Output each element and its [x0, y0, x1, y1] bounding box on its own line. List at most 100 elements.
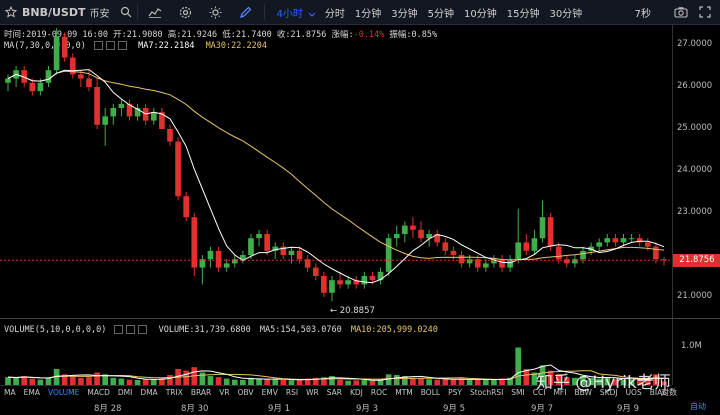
candle	[377, 267, 384, 285]
chart-type-icon[interactable]	[144, 0, 166, 24]
indicator-tab[interactable]: TRIX	[165, 388, 183, 397]
price-axis[interactable]: 27.0000 26.0000 25.0000 24.0000 23.0000 21.00…	[672, 24, 720, 318]
indicator-tab[interactable]: MA	[4, 388, 16, 397]
volume-bar	[248, 377, 254, 385]
camera-icon[interactable]	[670, 0, 692, 24]
indicator-tab[interactable]: CCI	[532, 388, 546, 397]
price-tick-label: 26.0000	[677, 81, 713, 91]
auto-scale-button[interactable]: 自动	[690, 402, 706, 411]
ma30-line	[7, 70, 665, 261]
candle	[296, 246, 303, 264]
legend-settings[interactable]	[106, 41, 116, 50]
candle	[385, 234, 392, 276]
search-icon[interactable]	[115, 0, 137, 24]
log-scale-button[interactable]: 对数	[661, 388, 677, 397]
indicator-tab[interactable]: BOLL	[420, 388, 441, 397]
candle	[94, 78, 100, 129]
indicator-tab[interactable]: RSI	[285, 388, 299, 397]
volume-bar	[126, 379, 133, 385]
indicator-tab[interactable]: SAR	[326, 388, 342, 397]
ohlc-info: 时间:2019-09-09 16:00 开:21.9080 高:21.9246 …	[4, 28, 437, 40]
interval-tab[interactable]: 5分钟	[427, 8, 454, 20]
indicator-tab[interactable]: BRAR	[190, 388, 212, 397]
interval-tab[interactable]: 30分钟	[549, 8, 583, 20]
candle	[264, 229, 270, 255]
x-tick-label: 9月 7	[531, 404, 554, 414]
volume-bar	[5, 377, 11, 385]
candle	[636, 234, 643, 247]
indicator-tab[interactable]: MFI	[553, 388, 567, 397]
volume-bar	[29, 378, 36, 385]
volume-bar	[304, 378, 311, 385]
volume-bar	[264, 379, 270, 385]
star-icon[interactable]	[0, 0, 22, 24]
theme-sun-icon[interactable]	[204, 0, 226, 24]
indicator-tab[interactable]: PSY	[448, 388, 462, 397]
volume-bar	[458, 378, 465, 385]
change-value: -0.14%	[353, 30, 385, 40]
pane-divider[interactable]	[0, 318, 720, 319]
indicator-tab[interactable]: VR	[219, 388, 230, 397]
chevron-down-icon[interactable]	[308, 3, 316, 22]
candle	[280, 242, 287, 260]
indicator-tab[interactable]: EMA	[23, 388, 40, 397]
indicator-tab[interactable]: StochRSI	[469, 388, 504, 397]
low-label: 低:	[222, 30, 236, 40]
volume-bar	[628, 380, 635, 385]
interval-tab[interactable]: 3分钟	[391, 8, 418, 20]
volume-bar	[296, 379, 303, 385]
volume-axis[interactable]: 1.0M	[672, 319, 720, 385]
pencil-draw-icon[interactable]	[234, 0, 256, 24]
volume-bar	[491, 380, 497, 385]
volume-bar	[345, 380, 351, 385]
indicator-tab[interactable]: BBW	[574, 388, 592, 397]
price-tick-label: 27.0000	[677, 39, 713, 49]
indicator-tab[interactable]: SKDJ	[599, 388, 618, 397]
candle	[159, 108, 165, 129]
symbol-selector[interactable]: BNB/USDT 币安	[22, 0, 115, 24]
candle	[61, 32, 68, 62]
indicator-tab[interactable]: UOS	[625, 388, 642, 397]
volume-bar	[588, 377, 594, 385]
indicator-tab[interactable]: DMI	[117, 388, 133, 397]
interval-tab[interactable]: 1分钟	[354, 8, 382, 20]
candle	[661, 257, 667, 266]
indicator-tab[interactable]: BIAS	[649, 388, 667, 397]
volume-bar	[183, 370, 190, 385]
indicator-tab[interactable]: ROC	[370, 388, 388, 397]
indicator-tab[interactable]: SMI	[511, 388, 525, 397]
price-chart[interactable]: ← 20.8857	[0, 24, 672, 318]
interval-tab[interactable]: 4小时	[276, 8, 303, 20]
volume-bar	[410, 377, 416, 385]
fullscreen-icon[interactable]	[694, 0, 716, 24]
volume-bar	[45, 377, 52, 385]
indicator-tab[interactable]: MACD	[87, 388, 110, 397]
time-axis[interactable]: 8月 28 8月 30 9月 1 9月 3 9月 5 9月 7 9月 9	[0, 399, 672, 415]
legend-toggle[interactable]	[94, 41, 104, 50]
volume-bar	[523, 368, 530, 385]
volume-bar	[539, 365, 546, 385]
interval-tab[interactable]: 15分钟	[506, 8, 540, 20]
volume-bar	[604, 377, 611, 385]
indicator-tab[interactable]: DMA	[140, 388, 158, 397]
volume-bar	[61, 374, 68, 385]
legend-close[interactable]	[118, 41, 128, 50]
indicator-tab[interactable]: VOLUME	[47, 388, 80, 397]
legend-settings[interactable]	[126, 325, 136, 334]
volume-bar	[385, 374, 392, 385]
indicator-tab[interactable]: KDJ	[349, 388, 363, 397]
candle	[118, 99, 125, 117]
indicator-tab[interactable]: MTM	[395, 388, 413, 397]
candle	[418, 221, 424, 243]
legend-close[interactable]	[138, 325, 148, 334]
indicator-tab[interactable]: EMV	[261, 388, 278, 397]
indicator-bar: MA EMA VOLUME MACD DMI DMA TRIX BRAR VR OBV EMV RSI…	[0, 385, 672, 399]
interval-tab[interactable]: 10分钟	[463, 8, 497, 20]
candle	[507, 255, 513, 272]
legend-toggle[interactable]	[114, 325, 124, 334]
interval-tab[interactable]: 分时	[324, 8, 345, 20]
indicator-tab[interactable]: OBV	[237, 388, 254, 397]
indicator-tab[interactable]: WR	[306, 388, 319, 397]
gear-icon[interactable]	[174, 0, 196, 24]
volume-chart[interactable]	[0, 319, 672, 385]
